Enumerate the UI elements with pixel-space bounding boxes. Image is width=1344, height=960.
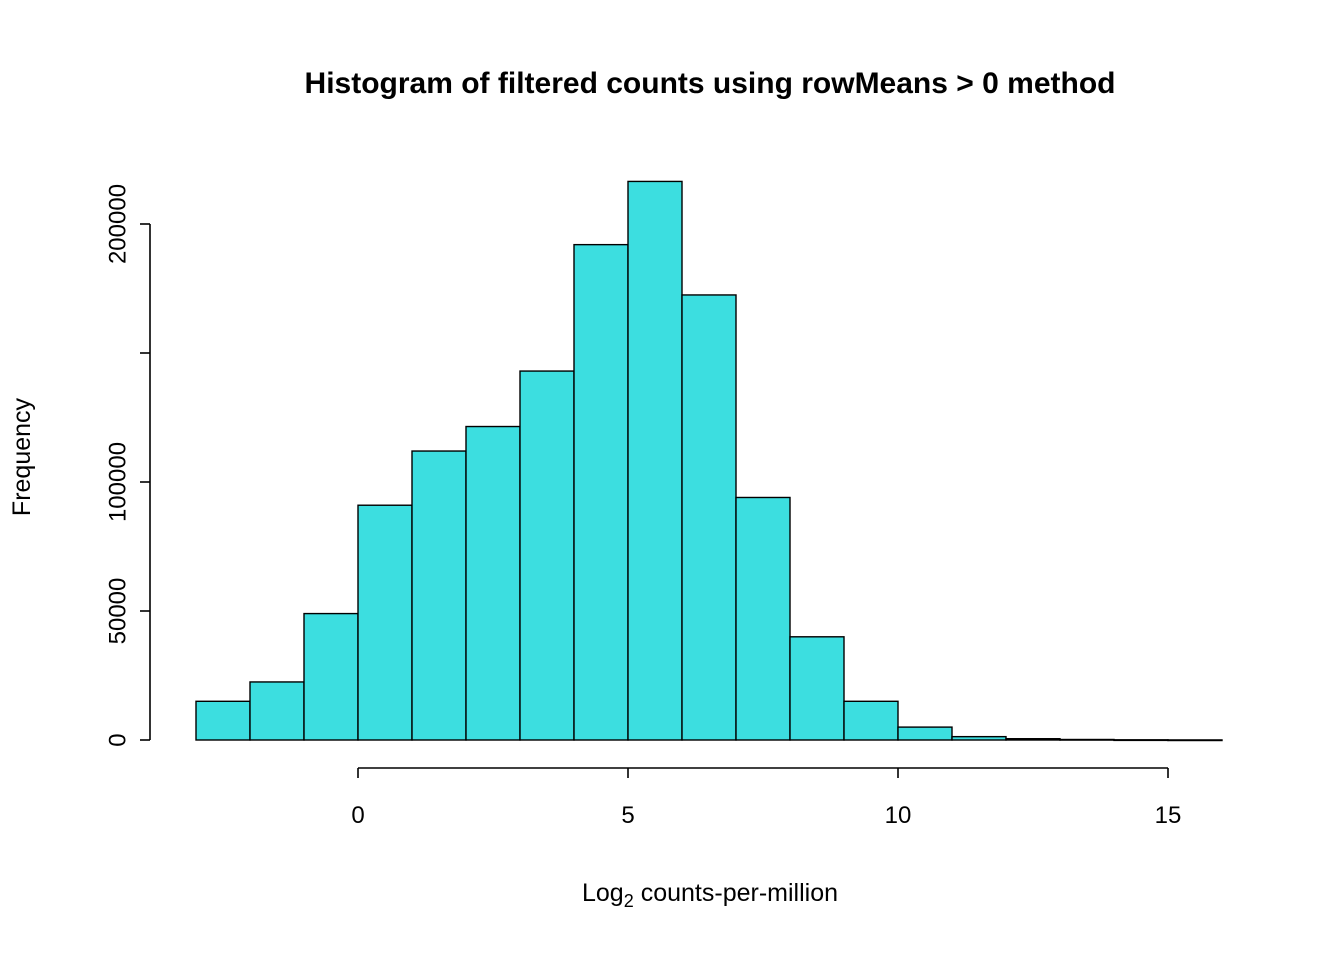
histogram-bar (1167, 739, 1223, 742)
histogram-bar (627, 180, 683, 741)
histogram-bar (843, 700, 899, 741)
histogram-bar (303, 612, 359, 741)
y-tick-label: 0 (105, 733, 132, 746)
histogram-bar (1059, 738, 1115, 741)
histogram-bar (897, 726, 953, 741)
x-tick-label: 10 (885, 802, 912, 829)
histogram-bar (951, 735, 1007, 741)
histogram-bar (789, 636, 845, 741)
axes: 0 50000 100000 200000 0 5 10 15 (105, 184, 1182, 829)
histogram-bar (1005, 738, 1061, 741)
histogram-bar (1113, 739, 1169, 742)
x-axis-label-rest: counts-per-million (641, 879, 838, 907)
x-axis-label: Log2 counts-per-million (582, 879, 838, 911)
histogram-bar (519, 370, 575, 741)
x-axis-label-subscript: 2 (624, 891, 634, 911)
x-axis-label-prefix: Log (582, 879, 624, 907)
x-tick-label: 0 (351, 802, 364, 829)
histogram-bars (195, 180, 1223, 742)
y-tick-label: 50000 (105, 578, 132, 645)
histogram-bar (357, 504, 413, 741)
y-tick-label: 100000 (105, 442, 132, 522)
histogram-bar (411, 450, 467, 741)
x-tick-label: 15 (1155, 802, 1182, 829)
y-axis-label: Frequency (8, 397, 36, 516)
histogram-bar (573, 243, 629, 741)
histogram-bar (735, 496, 791, 741)
histogram-bar (249, 681, 305, 741)
histogram-bar (195, 700, 251, 741)
chart-title: Histogram of filtered counts using rowMe… (305, 67, 1116, 100)
histogram-bar (465, 425, 521, 741)
histogram-bar (681, 294, 737, 741)
y-tick-label: 200000 (105, 184, 132, 264)
x-tick-label: 5 (621, 802, 634, 829)
